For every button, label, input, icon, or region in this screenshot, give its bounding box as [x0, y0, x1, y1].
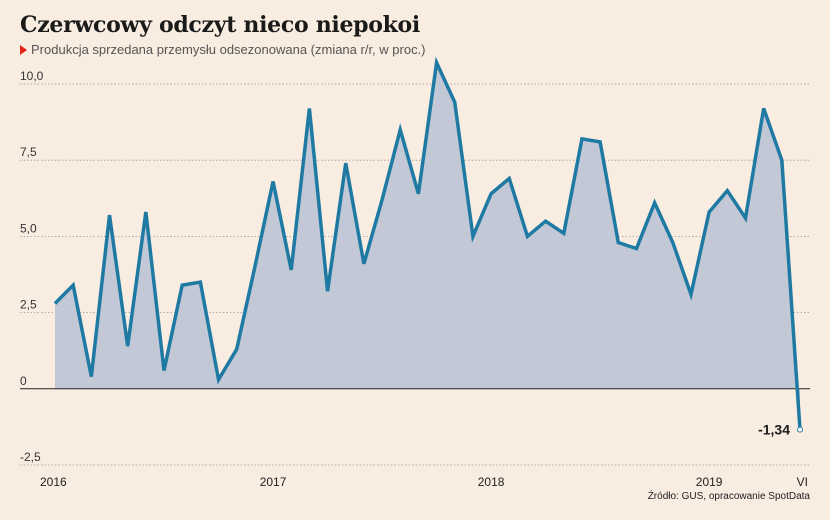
x-tick-label: 2016: [40, 475, 67, 489]
red-triangle-icon: [20, 44, 27, 55]
y-tick-label: -2,5: [20, 450, 41, 464]
y-tick-label: 2,5: [20, 298, 37, 312]
end-value-label: -1,34: [758, 422, 790, 438]
y-tick-label: 5,0: [20, 221, 37, 235]
source-note: Źródło: GUS, opracowanie SpotData: [647, 491, 810, 502]
x-tick-label: 2018: [478, 475, 505, 489]
x-axis-ticks: 2016 2017 2018 2019 VI: [40, 475, 808, 489]
series-line: [53, 56, 802, 430]
x-tick-label: 2019: [696, 475, 723, 489]
x-tick-label: VI: [797, 475, 808, 489]
series-area: [55, 62, 800, 430]
y-tick-label: 0: [20, 374, 27, 388]
chart-title: Czerwcowy odczyt nieco niepokoi: [20, 12, 420, 38]
y-axis-ticks: 10,0 7,5 5,0 2,5 0 -2,5: [20, 69, 44, 464]
chart-subtitle-row: Produkcja sprzedana przemysłu odsezonowa…: [20, 42, 426, 57]
y-tick-label: 7,5: [20, 145, 37, 159]
y-tick-label: 10,0: [20, 69, 44, 83]
end-point-marker: [797, 426, 803, 433]
x-tick-label: 2017: [260, 475, 287, 489]
chart-subtitle: Produkcja sprzedana przemysłu odsezonowa…: [31, 42, 426, 57]
